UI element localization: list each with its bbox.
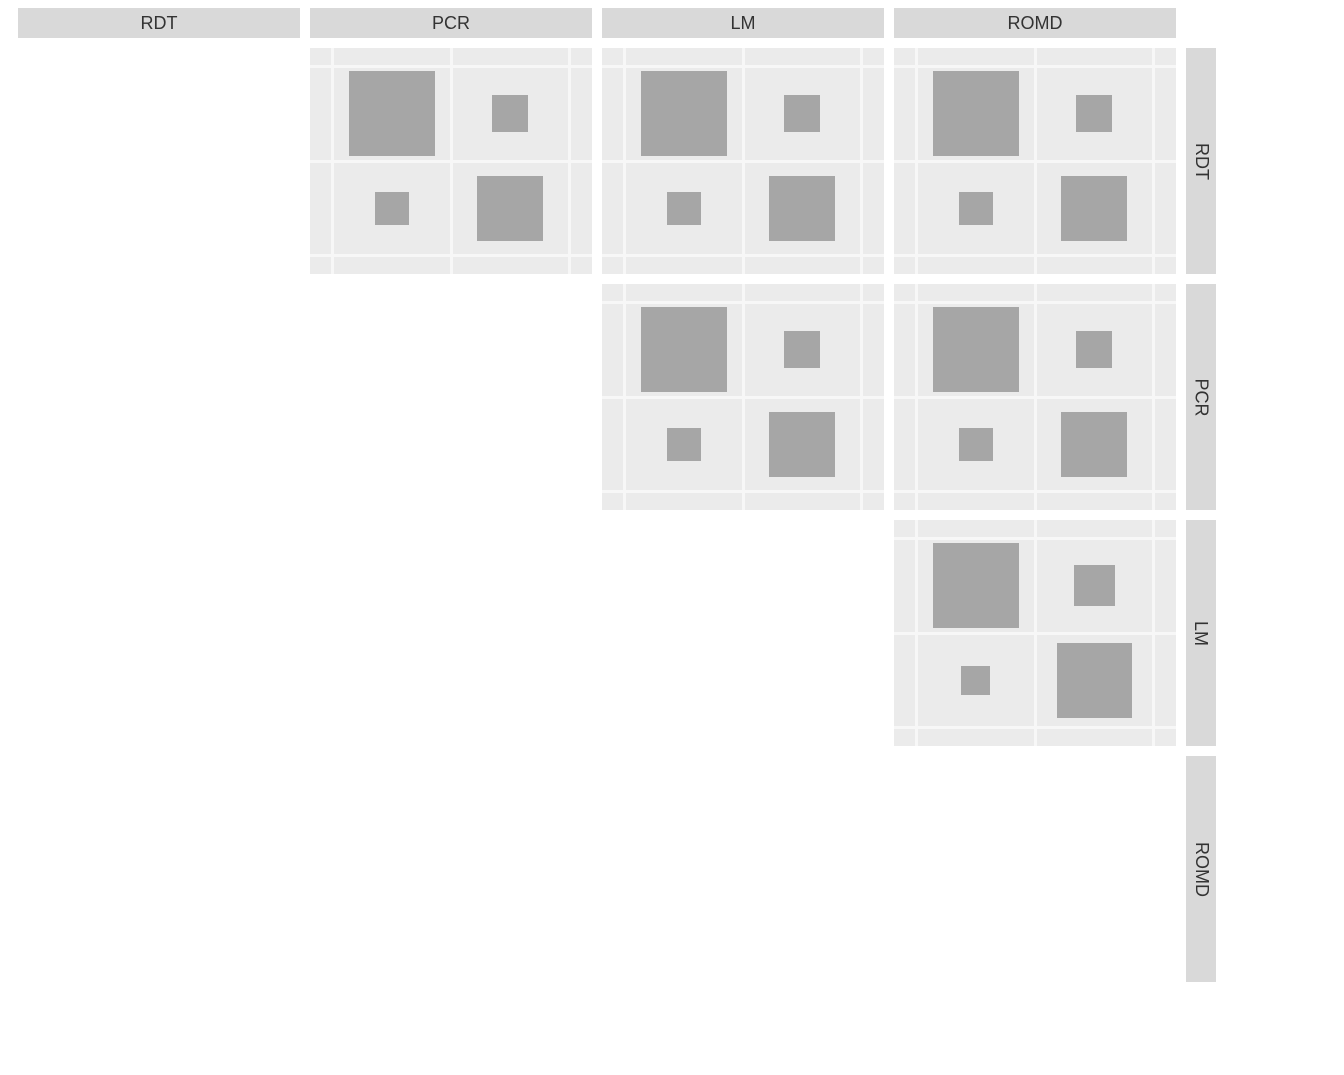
row-header-label: RDT	[1191, 143, 1212, 180]
tile-2	[959, 192, 993, 226]
facet-matrix: RDT PCR LM ROMD RDT PCR LM ROMD	[0, 0, 1344, 1075]
tile-0	[641, 307, 727, 393]
tile-1	[1076, 95, 1112, 131]
row-header-label: ROMD	[1191, 842, 1212, 897]
gridline-h	[894, 726, 1176, 729]
col-header-rdt: RDT	[18, 8, 300, 38]
gridline-h	[894, 160, 1176, 163]
gridline-h	[894, 396, 1176, 399]
col-header-label: PCR	[432, 13, 470, 34]
panel-rdt-lm	[602, 48, 884, 274]
gridline-h	[602, 396, 884, 399]
tile-1	[784, 331, 820, 367]
panel-rdt-pcr	[310, 48, 592, 274]
row-header-lm: LM	[1186, 520, 1216, 746]
tile-2	[667, 192, 701, 226]
tile-0	[349, 71, 435, 157]
row-header-rdt: RDT	[1186, 48, 1216, 274]
tile-3	[477, 176, 543, 242]
tile-1	[1074, 565, 1115, 606]
panel-rdt-romd	[894, 48, 1176, 274]
tile-2	[959, 428, 993, 462]
gridline-h	[310, 160, 592, 163]
col-header-label: LM	[730, 13, 755, 34]
tile-1	[1076, 331, 1112, 367]
panel-pcr-romd	[894, 284, 1176, 510]
col-header-label: RDT	[141, 13, 178, 34]
tile-1	[784, 95, 820, 131]
tile-3	[1057, 643, 1132, 718]
tile-3	[769, 412, 835, 478]
gridline-h	[894, 537, 1176, 540]
gridline-h	[894, 490, 1176, 493]
tile-1	[492, 95, 528, 131]
gridline-h	[310, 65, 592, 68]
tile-2	[667, 428, 701, 462]
tile-0	[933, 71, 1019, 157]
tile-2	[961, 666, 990, 695]
tile-0	[641, 71, 727, 157]
col-header-lm: LM	[602, 8, 884, 38]
gridline-h	[310, 254, 592, 257]
tile-0	[933, 307, 1019, 393]
panel-pcr-lm	[602, 284, 884, 510]
gridline-h	[602, 254, 884, 257]
gridline-h	[602, 160, 884, 163]
tile-3	[1061, 176, 1127, 242]
col-header-pcr: PCR	[310, 8, 592, 38]
gridline-h	[894, 632, 1176, 635]
gridline-h	[894, 254, 1176, 257]
row-header-pcr: PCR	[1186, 284, 1216, 510]
gridline-h	[602, 301, 884, 304]
col-header-label: ROMD	[1008, 13, 1063, 34]
gridline-h	[894, 301, 1176, 304]
gridline-h	[894, 65, 1176, 68]
row-header-label: LM	[1190, 620, 1211, 645]
panel-lm-romd	[894, 520, 1176, 746]
tile-0	[933, 543, 1019, 629]
col-header-romd: ROMD	[894, 8, 1176, 38]
tile-3	[769, 176, 835, 242]
gridline-h	[602, 65, 884, 68]
tile-2	[375, 192, 409, 226]
row-header-romd: ROMD	[1186, 756, 1216, 982]
gridline-h	[602, 490, 884, 493]
row-header-label: PCR	[1191, 378, 1212, 416]
tile-3	[1061, 412, 1127, 478]
